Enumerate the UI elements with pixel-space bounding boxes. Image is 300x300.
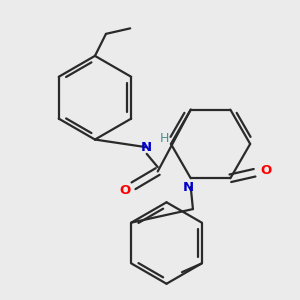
Text: N: N — [141, 141, 152, 154]
Text: O: O — [260, 164, 271, 177]
Text: N: N — [183, 181, 194, 194]
Text: H: H — [160, 132, 169, 145]
Text: O: O — [119, 184, 130, 197]
